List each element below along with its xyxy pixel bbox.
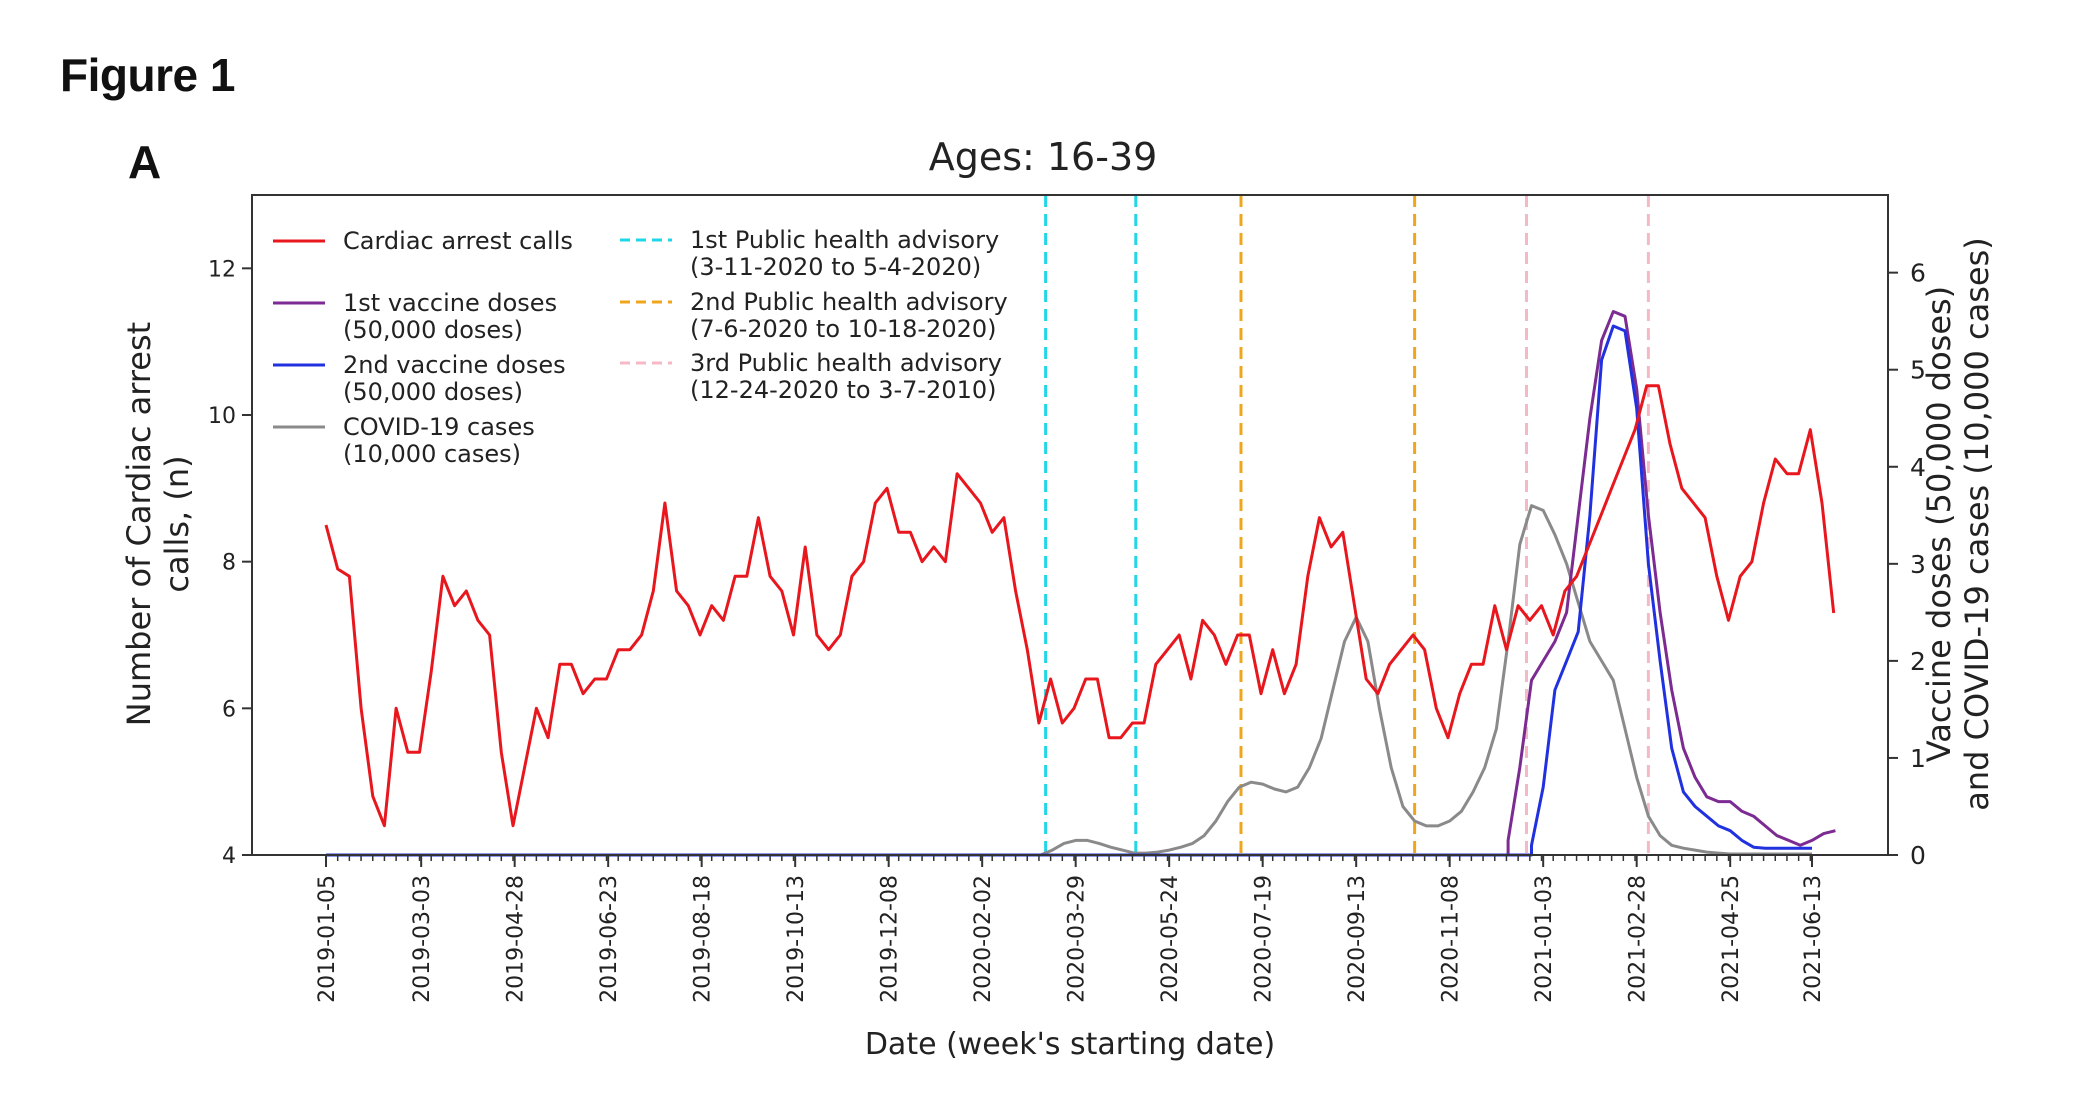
x-tick-label: 2020-07-19 xyxy=(1252,875,1277,1003)
figure-heading: Figure 1 xyxy=(60,49,235,101)
y-left-tick-label: 10 xyxy=(208,404,236,429)
y-right-tick-label: 4 xyxy=(1910,453,1926,482)
y-right-tick-label: 1 xyxy=(1910,744,1926,773)
y-label-left-line-1: Number of Cardiac arrest xyxy=(120,322,158,726)
y-left-tick-label: 12 xyxy=(208,257,236,282)
x-tick-label: 2020-02-02 xyxy=(971,875,996,1003)
y-right-tick-label: 3 xyxy=(1910,550,1926,579)
x-tick-label: 2019-06-23 xyxy=(597,875,622,1003)
x-axis: 2019-01-05 2019-03-03 2019-04-28 2019-06-23… xyxy=(315,855,1826,1003)
series-line-2 xyxy=(326,310,1836,857)
y-axis-label-left: Number of Cardiac arrest calls, (n) xyxy=(120,322,196,726)
legend-advisory-2-label: 2nd Public health advisory (7-6-2020 to 1… xyxy=(690,288,1008,343)
advisory-lines xyxy=(1044,195,1650,855)
panel-letter: A xyxy=(128,136,161,188)
x-tick-label: 2020-05-24 xyxy=(1158,875,1183,1003)
y-axis-label-right: Vaccine doses (50,000 doses) and COVID-19… xyxy=(1920,237,1996,811)
x-tick-label: 2021-06-13 xyxy=(1801,875,1826,1003)
y-right-tick-label: 2 xyxy=(1910,647,1926,676)
legend: Cardiac arrest calls 1st vaccine doses (50… xyxy=(273,226,1008,468)
chart-title: Ages: 16-39 xyxy=(929,135,1158,179)
legend-entry-4-label: COVID-19 cases (10,000 cases) xyxy=(343,413,535,468)
x-tick-label: 2019-03-03 xyxy=(410,875,435,1003)
y-axis-right: 0 1 2 3 4 5 6 xyxy=(1888,259,1926,870)
legend-advisory-3-label: 3rd Public health advisory (12-24-2020 to… xyxy=(690,349,1002,404)
legend-entry-1-label: Cardiac arrest calls xyxy=(343,227,573,255)
x-tick-label: 2019-08-18 xyxy=(691,875,716,1003)
y-left-tick-label: 4 xyxy=(222,844,236,869)
legend-entry-2-label: 1st vaccine doses (50,000 doses) xyxy=(343,289,557,344)
x-tick-label: 2020-03-29 xyxy=(1065,875,1090,1003)
series-line-3 xyxy=(326,324,1812,857)
plot-frame xyxy=(251,194,1889,856)
legend-entry-3-label: 2nd vaccine doses (50,000 doses) xyxy=(343,351,566,406)
y-right-tick-label: 5 xyxy=(1910,356,1926,385)
y-label-right-line-1: Vaccine doses (50,000 doses) xyxy=(1920,286,1958,762)
series-line-1 xyxy=(324,384,1836,828)
x-tick-label: 2020-11-08 xyxy=(1439,875,1464,1003)
x-tick-label: 2019-04-28 xyxy=(504,875,529,1003)
series-line-4 xyxy=(326,504,1812,857)
y-axis-left: 4 6 8 10 12 xyxy=(208,257,252,869)
x-axis-label: Date (week's starting date) xyxy=(865,1027,1275,1062)
x-tick-label: 2019-10-13 xyxy=(784,875,809,1003)
y-left-tick-label: 8 xyxy=(222,551,236,576)
x-tick-label: 2021-01-03 xyxy=(1532,875,1557,1003)
series-lines xyxy=(324,310,1836,857)
y-label-left-line-2: calls, (n) xyxy=(158,455,196,592)
y-label-right-line-2: and COVID-19 cases (10,000 cases) xyxy=(1958,237,1996,811)
x-tick-label: 2021-02-28 xyxy=(1626,875,1651,1003)
y-left-tick-label: 6 xyxy=(222,697,236,722)
y-right-tick-label: 6 xyxy=(1910,259,1926,288)
x-tick-label: 2021-04-25 xyxy=(1719,875,1744,1003)
x-tick-label: 2020-09-13 xyxy=(1345,875,1370,1003)
y-right-tick-label: 0 xyxy=(1910,841,1926,870)
x-tick-label: 2019-01-05 xyxy=(315,875,340,1003)
x-tick-label: 2019-12-08 xyxy=(878,875,903,1003)
legend-advisory-1-label: 1st Public health advisory (3-11-2020 to … xyxy=(690,226,999,281)
